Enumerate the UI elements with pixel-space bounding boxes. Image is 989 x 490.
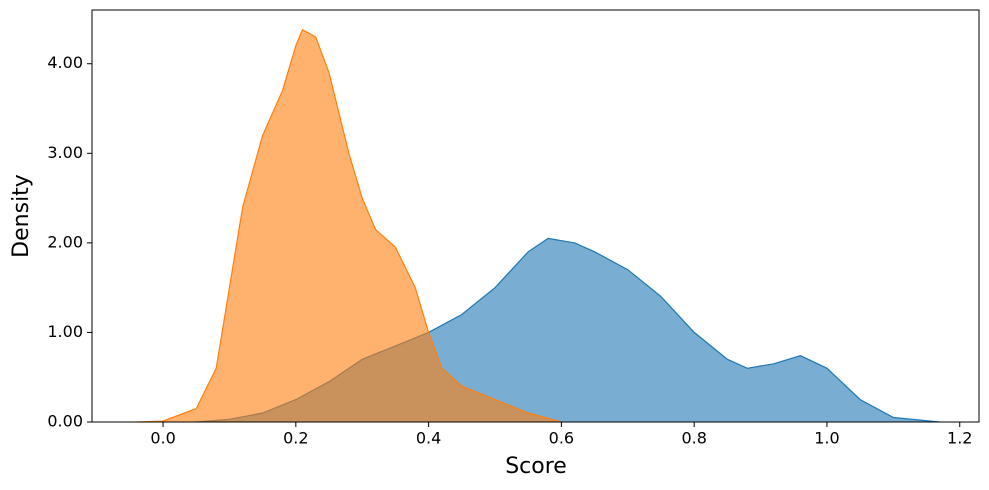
y-tick-label: 1.00 [47, 322, 83, 341]
plot-frame [91, 9, 980, 423]
x-tick-label: 0.8 [681, 429, 706, 448]
x-tick-label: 0.4 [416, 429, 441, 448]
y-tick-label: 2.00 [47, 232, 83, 251]
density-area [136, 28, 562, 423]
y-tick-label: 0.00 [47, 412, 83, 431]
x-axis-title: Score [505, 454, 567, 479]
x-tick-label: 1.0 [814, 429, 839, 448]
x-tick-label: 0.0 [150, 429, 175, 448]
x-tick-label: 0.6 [549, 429, 574, 448]
y-tick-label: 3.00 [47, 143, 83, 162]
y-tick-label: 4.00 [47, 53, 83, 72]
x-tick-label: 0.2 [283, 429, 308, 448]
y-axis-title: Density [9, 174, 34, 258]
x-tick-label: 1.2 [947, 429, 972, 448]
